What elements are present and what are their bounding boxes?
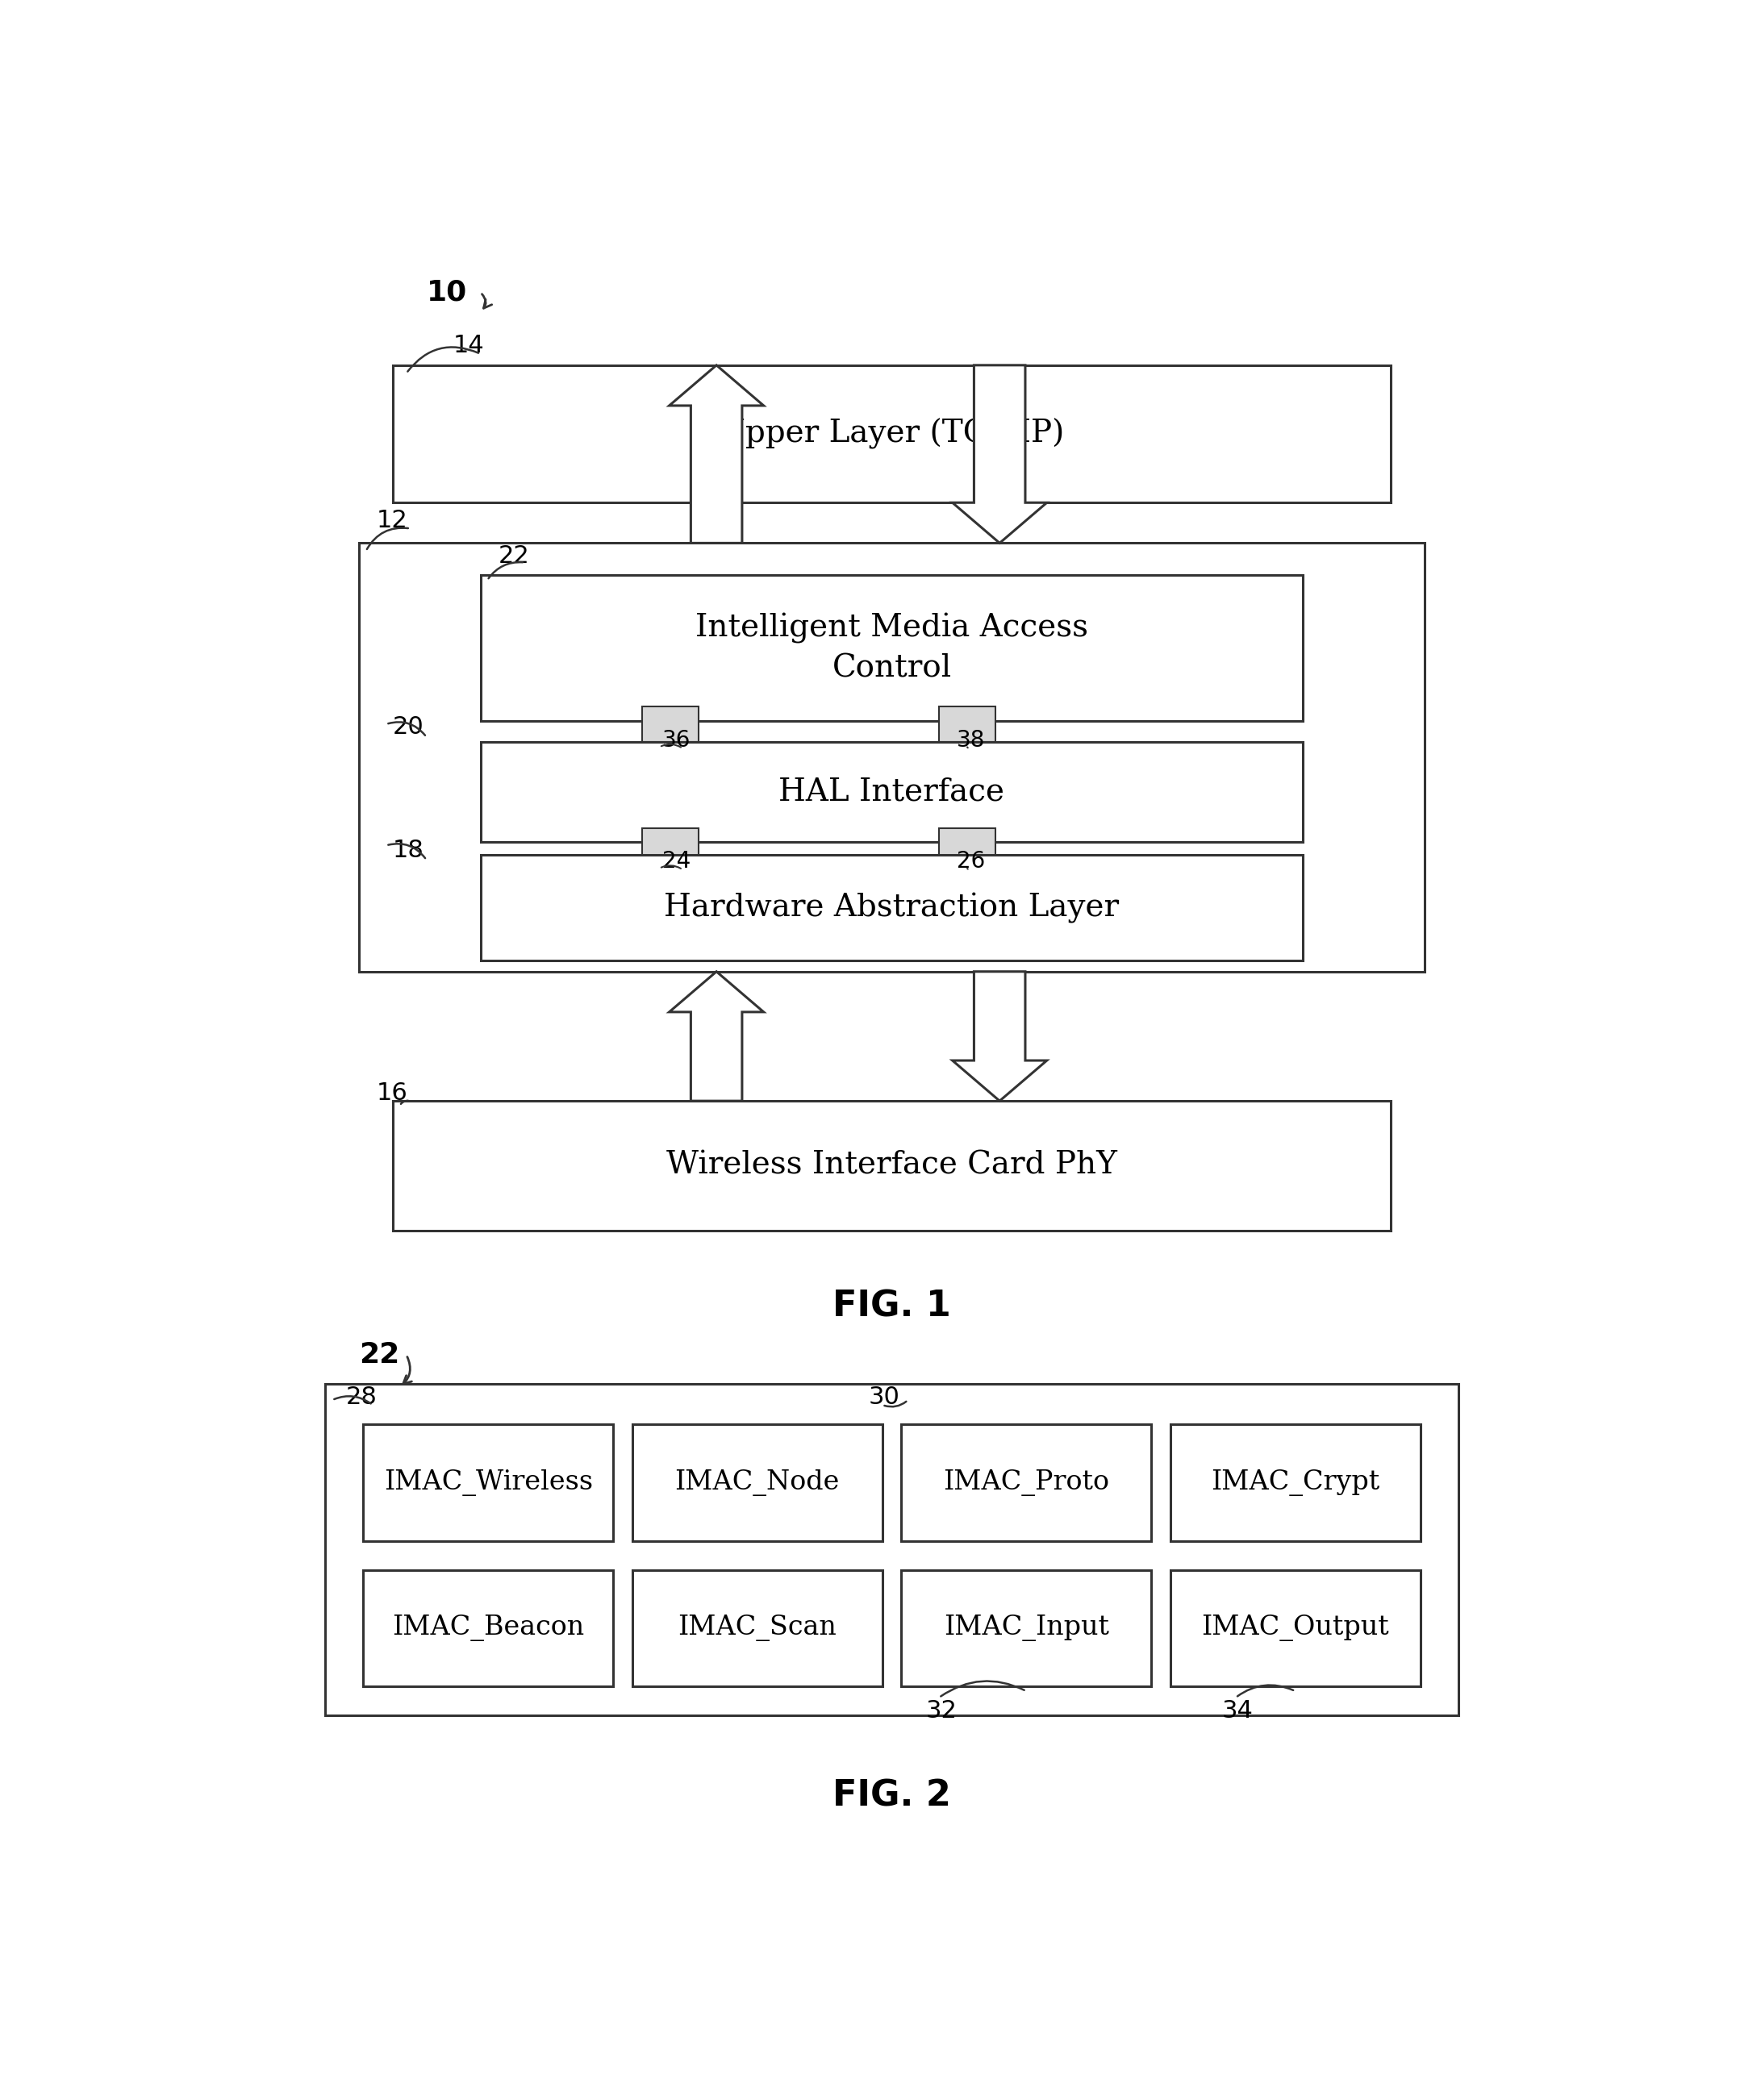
Text: 16: 16 <box>376 1082 407 1105</box>
Bar <box>632 1571 882 1686</box>
Bar <box>642 708 699 741</box>
Bar <box>480 741 1303 842</box>
Text: Upper Layer (TCP/IP): Upper Layer (TCP/IP) <box>719 418 1065 449</box>
Polygon shape <box>952 972 1047 1100</box>
Text: FIG. 1: FIG. 1 <box>832 1289 952 1323</box>
Text: 30: 30 <box>868 1386 900 1409</box>
Text: IMAC_Output: IMAC_Output <box>1201 1615 1389 1642</box>
Bar <box>940 827 995 863</box>
Polygon shape <box>670 972 764 1100</box>
Text: HAL Interface: HAL Interface <box>780 777 1004 806</box>
Text: IMAC_Node: IMAC_Node <box>675 1470 840 1495</box>
Bar <box>940 708 995 741</box>
Bar <box>1171 1424 1420 1541</box>
Text: 20: 20 <box>393 716 425 739</box>
Bar <box>325 1384 1458 1716</box>
Bar <box>393 365 1390 502</box>
Text: 36: 36 <box>663 729 691 752</box>
Text: IMAC_Wireless: IMAC_Wireless <box>385 1470 593 1495</box>
Text: 22: 22 <box>498 544 529 567</box>
Text: 22: 22 <box>358 1342 400 1369</box>
Text: Hardware Abstraction Layer: Hardware Abstraction Layer <box>665 892 1119 924</box>
Text: 28: 28 <box>346 1386 378 1409</box>
Bar <box>901 1571 1152 1686</box>
Text: 24: 24 <box>663 850 691 874</box>
Bar <box>393 1100 1390 1231</box>
Bar <box>901 1424 1152 1541</box>
Bar <box>358 544 1425 972</box>
Bar <box>1171 1571 1420 1686</box>
Text: 34: 34 <box>1221 1699 1253 1722</box>
Text: IMAC_Crypt: IMAC_Crypt <box>1211 1470 1380 1495</box>
Text: IMAC_Proto: IMAC_Proto <box>943 1470 1110 1495</box>
Text: FIG. 2: FIG. 2 <box>832 1779 952 1814</box>
Text: IMAC_Scan: IMAC_Scan <box>679 1615 837 1642</box>
Bar <box>632 1424 882 1541</box>
Text: 32: 32 <box>926 1699 957 1722</box>
Text: IMAC_Beacon: IMAC_Beacon <box>392 1615 585 1642</box>
Text: 26: 26 <box>957 850 985 874</box>
Polygon shape <box>670 365 764 544</box>
Bar <box>364 1571 612 1686</box>
Polygon shape <box>952 365 1047 544</box>
Bar <box>480 575 1303 720</box>
Bar <box>480 855 1303 960</box>
Bar <box>642 827 699 863</box>
Text: Intelligent Media Access
Control: Intelligent Media Access Control <box>696 613 1088 682</box>
Text: 12: 12 <box>376 508 407 531</box>
Text: Wireless Interface Card PhY: Wireless Interface Card PhY <box>666 1151 1117 1180</box>
Bar <box>364 1424 612 1541</box>
Text: 10: 10 <box>426 279 466 307</box>
Text: IMAC_Input: IMAC_Input <box>943 1615 1108 1642</box>
Text: 18: 18 <box>393 838 425 861</box>
Text: 38: 38 <box>957 729 985 752</box>
Text: 14: 14 <box>454 334 485 357</box>
